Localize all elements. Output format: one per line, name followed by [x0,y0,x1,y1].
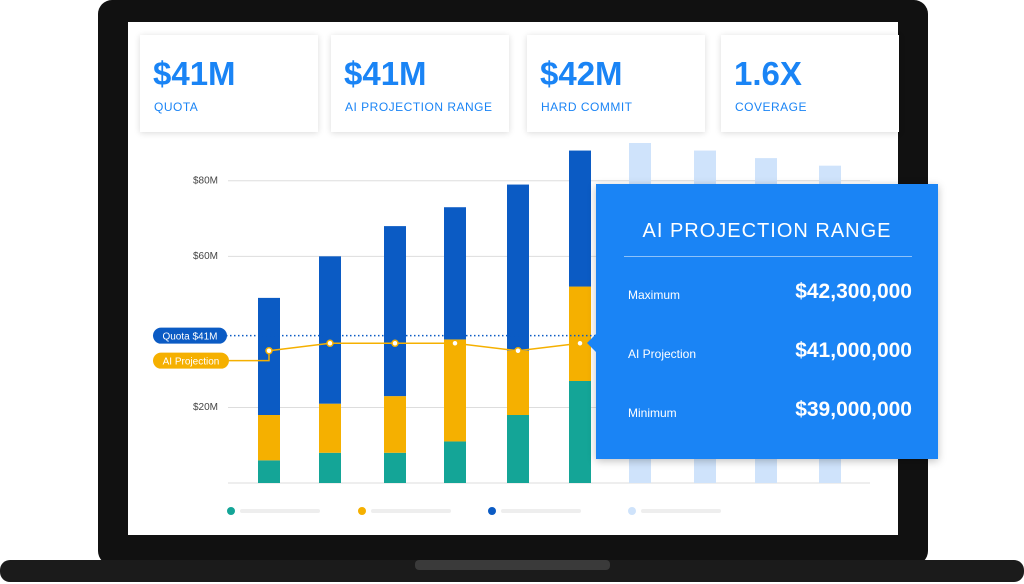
bar-segment [569,150,591,287]
tooltip-title: AI PROJECTION RANGE [642,220,892,242]
projection-point [326,339,334,347]
y-tick-label: $60M [193,251,218,262]
bar-segment [319,452,341,483]
projection-point [576,339,584,347]
bar-segment [444,207,466,340]
kpi-value: $42M [540,55,623,92]
bar-segment [507,184,529,351]
legend-placeholder [501,509,581,513]
laptop-base [0,560,1024,582]
tooltip-row: AI Projection $41,000,000 [628,339,912,369]
row-value: $41,000,000 [795,339,912,362]
legend-dot [488,507,496,515]
kpi-card: $41M AI PROJECTION RANGE [331,35,509,132]
row-value: $39,000,000 [795,398,912,421]
projection-line [268,342,581,352]
divider [624,256,912,257]
projection-point [451,339,459,347]
tooltip-row: Minimum $39,000,000 [628,398,912,428]
projection-point [265,347,273,355]
legend-placeholder [240,509,320,513]
projection-point [514,347,522,355]
legend-placeholder [371,509,451,513]
projection-pill [153,352,229,369]
bar-segment [258,460,280,483]
kpi-label: AI PROJECTION RANGE [345,100,493,114]
bar-segment [258,415,280,461]
row-label: Minimum [628,406,677,420]
bar-segment [444,339,466,442]
legend-placeholder [641,509,721,513]
row-label: AI Projection [628,347,697,361]
bar-segment [319,256,341,404]
bar-segment [384,226,406,397]
bar-segment [384,452,406,483]
y-tick-label: $20M [193,402,218,413]
bar-segment [384,396,406,453]
kpi-card: $42M HARD COMMIT [527,35,705,132]
quota-pill [153,327,227,344]
kpi-label: QUOTA [154,100,199,114]
kpi-value: 1.6X [734,55,802,92]
kpi-value: $41M [153,55,236,92]
tooltip-row: Maximum $42,300,000 [628,280,912,310]
y-tick-label: $80M [193,175,218,186]
laptop-notch [415,560,610,570]
row-value: $42,300,000 [795,280,912,303]
kpi-value: $41M [344,55,427,92]
bar-segment [569,381,591,483]
bar-segment [569,286,591,381]
bar-segment [444,441,466,483]
row-label: Maximum [628,288,681,302]
kpi-card: 1.6X COVERAGE [721,35,899,132]
tooltip: AI PROJECTION RANGE Maximum $42,300,000 AI… [587,184,938,459]
legend-dot [358,507,366,515]
projection-label: AI Projection [163,356,220,367]
kpi-label: COVERAGE [735,100,808,114]
bar-segment [507,415,529,483]
quota-label: Quota $41M [162,331,217,342]
kpi-label: HARD COMMIT [541,100,633,114]
kpi-card: $41M QUOTA [140,35,318,132]
legend-dot [628,507,636,515]
bar-segment [507,350,529,415]
bar-segment [319,403,341,453]
projection-point [391,339,399,347]
legend-dot [227,507,235,515]
